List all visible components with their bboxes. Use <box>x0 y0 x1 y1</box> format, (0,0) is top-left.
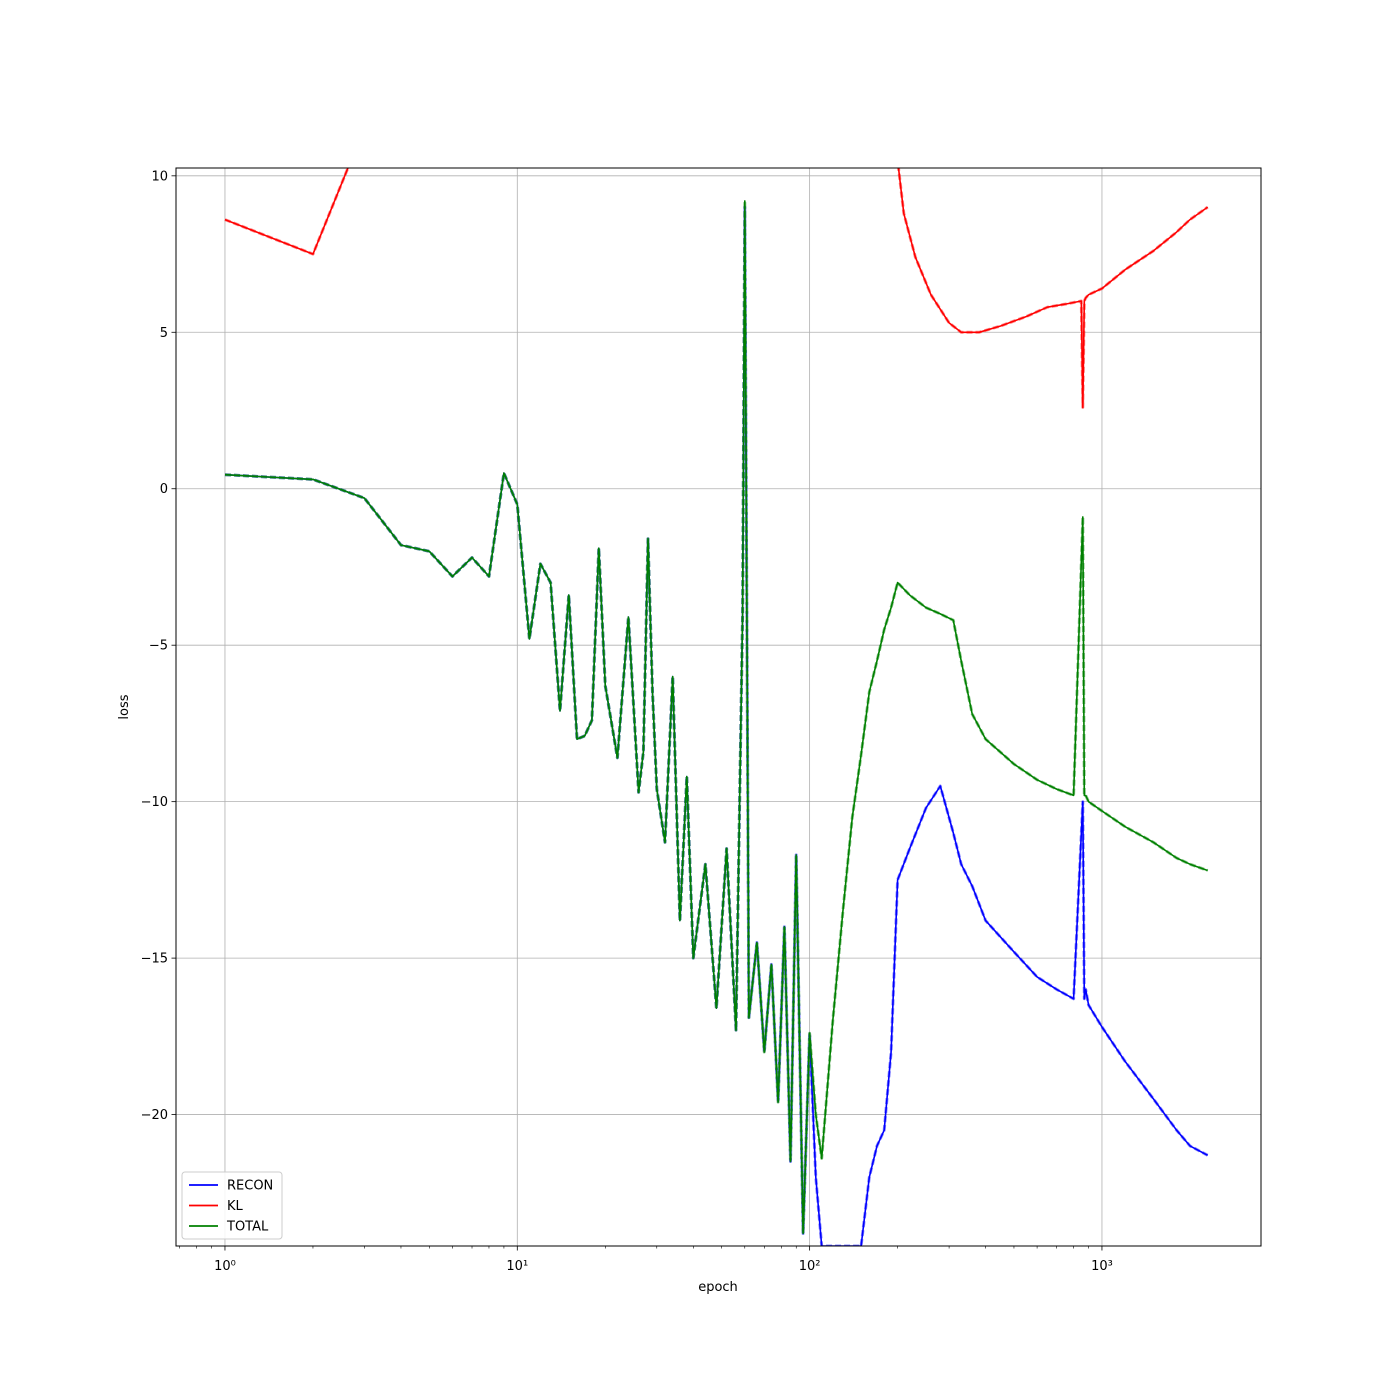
y-tick-label: −20 <box>141 1108 168 1123</box>
plot-background <box>176 168 1261 1246</box>
x-tick-label: 10¹ <box>506 1259 528 1274</box>
series-total-line <box>224 200 1208 1235</box>
y-tick-label: −5 <box>149 639 168 654</box>
y-tick-label: 5 <box>160 326 168 341</box>
grid-lines <box>176 168 1261 1246</box>
y-axis-label: loss <box>117 694 132 719</box>
y-axis-ticks: 10 5 0 −5 −10 −15 −20 <box>141 169 176 1123</box>
y-tick-label: −15 <box>141 952 168 967</box>
legend-box <box>181 1171 283 1240</box>
x-tick-label: 10³ <box>1091 1259 1113 1274</box>
x-axis-label: epoch <box>698 1280 738 1295</box>
legend-label-total: TOTAL <box>226 1220 269 1235</box>
series-kl-line <box>224 168 1209 409</box>
plot-frame <box>175 167 1262 1247</box>
y-tick-label: 10 <box>151 169 168 184</box>
y-tick-label: 0 <box>160 482 168 497</box>
legend-label-kl: KL <box>227 1199 244 1214</box>
x-tick-label: 10² <box>799 1259 821 1274</box>
x-axis-ticks: 10⁰ 10¹ 10² 10³ <box>179 1246 1113 1274</box>
series-lines <box>224 168 1209 1246</box>
x-tick-label: 10⁰ <box>214 1259 236 1274</box>
y-tick-label: −10 <box>141 795 168 810</box>
legend-label-recon: RECON <box>227 1179 273 1194</box>
legend: RECON KL TOTAL <box>181 1171 283 1240</box>
